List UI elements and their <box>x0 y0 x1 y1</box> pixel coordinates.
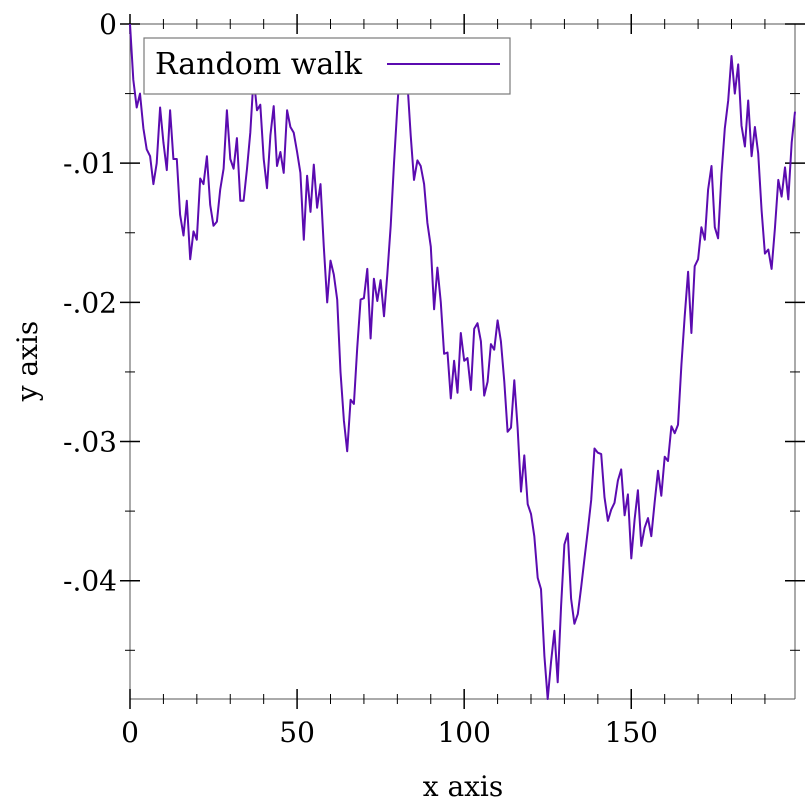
series-lines <box>129 23 796 700</box>
y-tick-label: 0 <box>99 8 117 41</box>
x-tick-labels: 0 50 100 150 <box>121 716 658 749</box>
y-axis-label: y axis <box>11 321 44 403</box>
x-tick-label: 50 <box>279 716 315 749</box>
x-tick-label: 100 <box>437 716 490 749</box>
axis-ticks <box>120 14 805 709</box>
series-line-random-walk <box>129 23 796 700</box>
plot-frame <box>129 23 796 700</box>
x-tick-label: 150 <box>605 716 658 749</box>
legend-box <box>143 37 511 95</box>
x-tick-label: 0 <box>121 716 139 749</box>
y-tick-label: -.01 <box>63 147 117 180</box>
legend: Random walk <box>143 37 511 95</box>
y-tick-label: -.03 <box>63 426 117 459</box>
y-tick-labels: 0 -.01 -.02 -.03 -.04 <box>63 8 117 598</box>
y-tick-label: -.04 <box>63 565 117 598</box>
x-axis-label: x axis <box>423 770 504 803</box>
y-tick-label: -.02 <box>63 286 117 319</box>
legend-label: Random walk <box>155 47 363 82</box>
